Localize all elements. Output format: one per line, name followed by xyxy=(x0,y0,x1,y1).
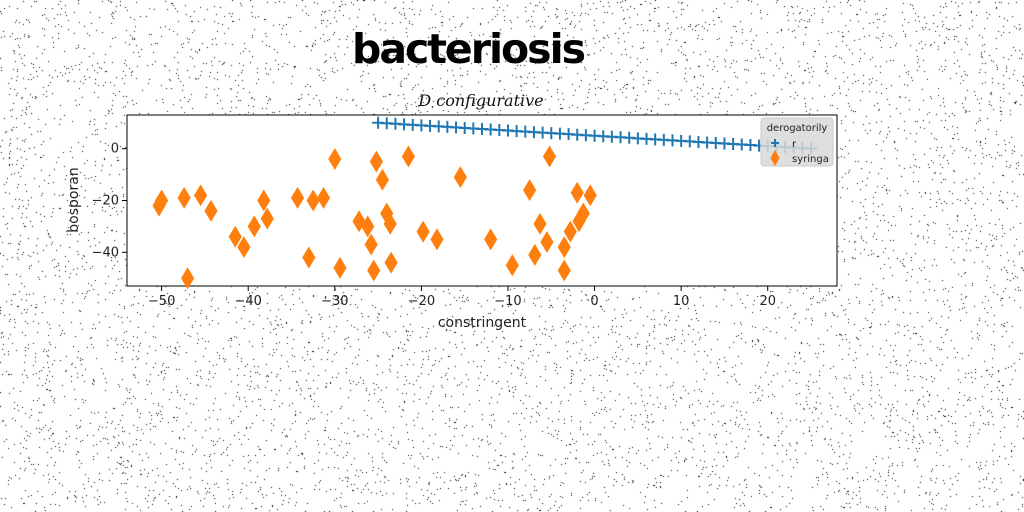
diamond-marker xyxy=(316,186,331,209)
legend-label: syringa xyxy=(792,154,829,165)
diamond-marker xyxy=(484,228,498,251)
diamond-marker xyxy=(361,215,375,238)
diamond-marker xyxy=(540,230,554,253)
diamond-marker xyxy=(533,212,547,235)
legend-title: derogatorily xyxy=(767,123,828,134)
x-tick-label: −10 xyxy=(494,294,521,309)
diamond-marker xyxy=(333,256,347,279)
diamond-marker xyxy=(416,220,430,243)
diamond-marker xyxy=(328,148,342,171)
diamond-marker xyxy=(247,215,261,238)
diamond-marker xyxy=(352,210,366,233)
diamond-marker xyxy=(306,189,320,212)
diamond-marker xyxy=(290,186,305,209)
diamond-marker xyxy=(563,220,577,243)
legend-box xyxy=(760,117,834,167)
x-tick-label: 20 xyxy=(759,294,776,309)
diamond-marker xyxy=(237,236,251,259)
plus-marker xyxy=(771,139,779,147)
diamond-marker xyxy=(542,145,557,168)
diamond-marker xyxy=(155,189,169,212)
x-tick-label: −50 xyxy=(148,294,175,309)
diamond-marker xyxy=(367,259,381,282)
x-axis-label: constringent xyxy=(438,315,527,331)
diamond-marker xyxy=(770,149,780,167)
diamond-marker xyxy=(384,251,398,274)
diamond-marker xyxy=(194,184,208,207)
x-tick-label: −30 xyxy=(321,294,348,309)
diamond-marker xyxy=(260,207,274,230)
chart-subtitle: D configurative xyxy=(417,91,543,110)
diamond-marker xyxy=(181,267,195,290)
y-tick-label: 0 xyxy=(111,142,119,157)
legend-label: r xyxy=(792,139,797,150)
y-axis-label: bosporan xyxy=(66,167,82,232)
diamond-marker xyxy=(204,199,218,222)
diamond-marker xyxy=(430,228,444,251)
x-tick-label: −40 xyxy=(235,294,262,309)
diamond-marker xyxy=(576,202,590,225)
y-axis: 0 −20 −40 xyxy=(92,142,127,260)
page-title: bacteriosis xyxy=(352,25,586,73)
diamond-marker xyxy=(528,243,542,266)
diamond-marker xyxy=(583,184,597,207)
diamond-marker xyxy=(383,212,397,235)
x-tick-label: 10 xyxy=(673,294,690,309)
x-axis: −50 −40 −30 −20 −10 0 10 20 xyxy=(148,286,776,309)
diamond-marker xyxy=(369,150,383,173)
diamond-marker xyxy=(523,179,537,202)
diamond-marker xyxy=(453,166,467,189)
diamond-marker xyxy=(257,189,271,212)
diamond-marker xyxy=(228,225,242,248)
y-tick-label: −40 xyxy=(92,245,119,260)
series-r xyxy=(372,116,818,155)
series-syringa xyxy=(152,145,597,290)
diamond-marker xyxy=(505,254,519,277)
diamond-marker xyxy=(557,259,571,282)
series-layer xyxy=(152,116,818,290)
plot-area xyxy=(126,114,838,287)
diamond-marker xyxy=(570,181,584,204)
diamond-marker xyxy=(302,246,316,269)
diamond-marker xyxy=(557,236,571,259)
diamond-marker xyxy=(177,186,191,209)
x-tick-label: −20 xyxy=(408,294,435,309)
x-tick-label: 0 xyxy=(590,294,598,309)
y-tick-label: −20 xyxy=(92,194,119,209)
diamond-marker xyxy=(364,233,378,256)
diamond-marker xyxy=(401,145,415,168)
diamond-marker xyxy=(375,168,390,191)
legend: derogatorily r syringa xyxy=(760,117,834,167)
